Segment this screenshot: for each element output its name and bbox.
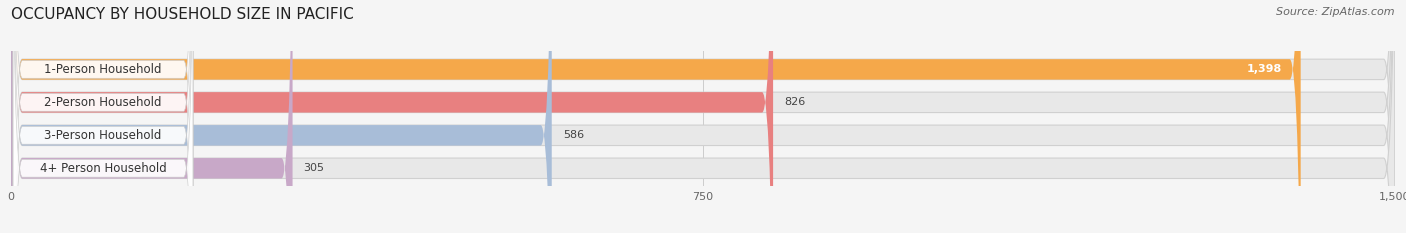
FancyBboxPatch shape xyxy=(13,0,193,233)
Text: 1,398: 1,398 xyxy=(1247,64,1282,74)
Text: OCCUPANCY BY HOUSEHOLD SIZE IN PACIFIC: OCCUPANCY BY HOUSEHOLD SIZE IN PACIFIC xyxy=(11,7,354,22)
FancyBboxPatch shape xyxy=(11,0,1301,233)
FancyBboxPatch shape xyxy=(11,0,1395,233)
Text: 826: 826 xyxy=(785,97,806,107)
Text: 2-Person Household: 2-Person Household xyxy=(44,96,162,109)
FancyBboxPatch shape xyxy=(11,0,1395,233)
Text: 1-Person Household: 1-Person Household xyxy=(44,63,162,76)
FancyBboxPatch shape xyxy=(13,0,193,233)
FancyBboxPatch shape xyxy=(11,0,1395,233)
Text: 586: 586 xyxy=(562,130,583,140)
FancyBboxPatch shape xyxy=(13,0,193,233)
FancyBboxPatch shape xyxy=(11,0,551,233)
Text: 3-Person Household: 3-Person Household xyxy=(45,129,162,142)
Text: 305: 305 xyxy=(304,163,325,173)
Text: Source: ZipAtlas.com: Source: ZipAtlas.com xyxy=(1277,7,1395,17)
FancyBboxPatch shape xyxy=(11,0,292,233)
FancyBboxPatch shape xyxy=(13,0,193,233)
FancyBboxPatch shape xyxy=(11,0,773,233)
Text: 4+ Person Household: 4+ Person Household xyxy=(39,162,166,175)
FancyBboxPatch shape xyxy=(11,0,1395,233)
